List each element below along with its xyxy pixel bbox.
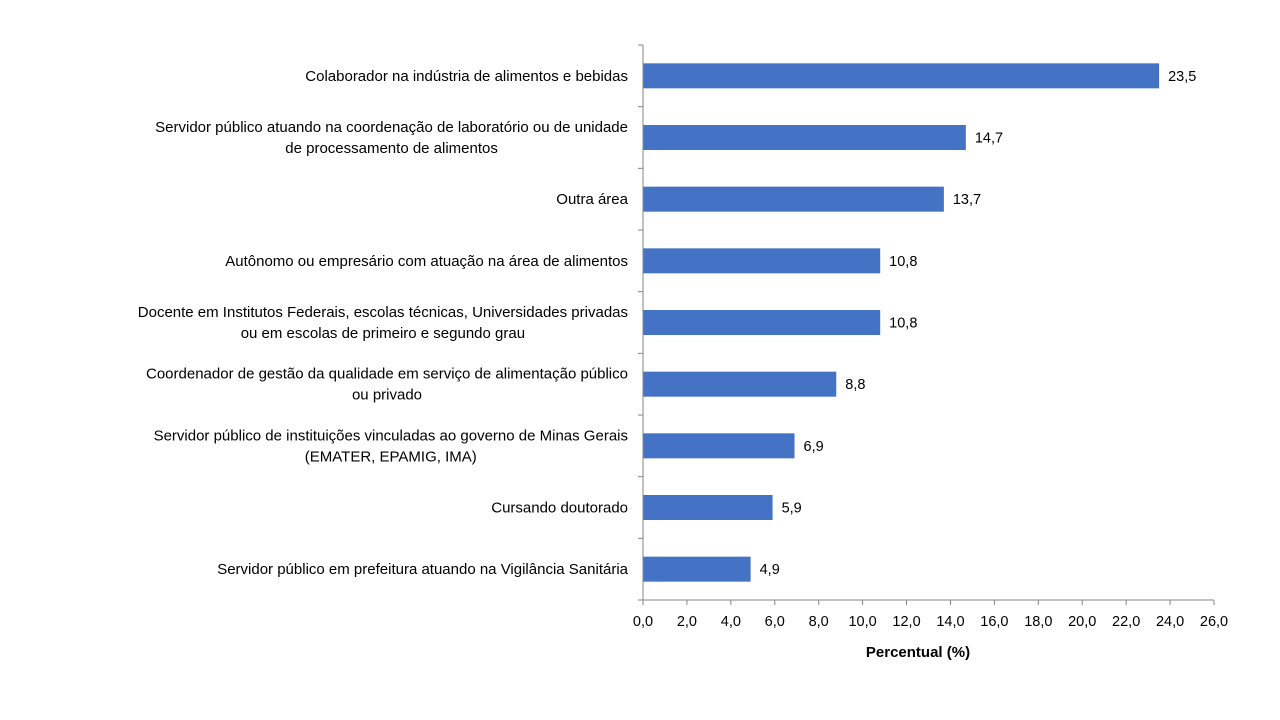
data-label: 8,8 — [845, 377, 865, 393]
x-tick-label: 4,0 — [721, 614, 741, 630]
bar — [643, 556, 751, 582]
x-tick-label: 24,0 — [1156, 614, 1184, 630]
category-label: Autônomo ou empresário com atuação na ár… — [225, 253, 628, 270]
bar — [643, 371, 837, 397]
x-tick-label: 10,0 — [848, 614, 876, 630]
x-tick-label: 0,0 — [633, 614, 653, 630]
category-label-line: Servidor público de instituições vincula… — [154, 427, 628, 444]
category-label: Servidor público em prefeitura atuando n… — [217, 561, 628, 578]
category-label-line: de processamento de alimentos — [285, 140, 498, 157]
category-label: Coordenador de gestão da qualidade em se… — [146, 366, 628, 404]
x-tick-label: 16,0 — [980, 614, 1008, 630]
category-label-line: Docente em Institutos Federais, escolas … — [138, 304, 628, 321]
bar — [643, 433, 795, 459]
category-label-line: Servidor público em prefeitura atuando n… — [217, 561, 628, 578]
category-label-line: Outra área — [556, 191, 628, 208]
data-label: 23,5 — [1168, 69, 1196, 85]
x-tick-label: 6,0 — [765, 614, 785, 630]
category-label-line: Autônomo ou empresário com atuação na ár… — [225, 253, 628, 270]
x-tick-label: 2,0 — [677, 614, 697, 630]
bar — [643, 248, 881, 274]
category-label-line: (EMATER, EPAMIG, IMA) — [305, 448, 477, 465]
category-label: Cursando doutorado — [491, 500, 628, 517]
x-tick-labels: 0,0 2,0 4,0 6,0 8,0 10,0 12,0 14,0 16,0 18,0 20,0 2… — [633, 614, 1228, 630]
data-label: 4,9 — [760, 562, 780, 578]
category-label-line: Colaborador na indústria de alimentos e … — [305, 68, 628, 85]
x-tick-label: 22,0 — [1112, 614, 1140, 630]
category-label-line: ou privado — [352, 387, 422, 404]
data-label: 13,7 — [953, 192, 981, 208]
bar — [643, 125, 966, 150]
bar — [643, 495, 773, 520]
x-tick-label: 26,0 — [1200, 614, 1228, 630]
data-label: 10,8 — [889, 316, 917, 332]
category-label: Servidor público de instituições vincula… — [154, 427, 628, 465]
category-label-line: Servidor público atuando na coordenação … — [155, 119, 628, 136]
data-label: 10,8 — [889, 254, 917, 270]
bar — [643, 186, 944, 212]
data-label: 5,9 — [782, 501, 802, 517]
data-labels: 23,5 14,7 13,7 10,8 10,8 8,8 6,9 5,9 4,9 — [760, 69, 1197, 578]
bar — [643, 310, 881, 335]
x-axis-title: Percentual (%) — [866, 644, 970, 661]
category-labels: Colaborador na indústria de alimentos e … — [138, 68, 629, 578]
category-label: Outra área — [556, 191, 628, 208]
data-label: 14,7 — [975, 131, 1003, 147]
data-label: 6,9 — [804, 439, 824, 455]
bars — [643, 63, 1160, 582]
category-label: Colaborador na indústria de alimentos e … — [305, 68, 628, 85]
bar — [643, 63, 1160, 89]
axes — [638, 44, 1215, 605]
x-tick-label: 18,0 — [1024, 614, 1052, 630]
category-label: Servidor público atuando na coordenação … — [155, 119, 628, 157]
category-label-line: Cursando doutorado — [491, 500, 628, 517]
category-label-line: ou em escolas de primeiro e segundo grau — [241, 325, 525, 342]
x-tick-label: 14,0 — [936, 614, 964, 630]
x-tick-label: 20,0 — [1068, 614, 1096, 630]
x-tick-label: 12,0 — [892, 614, 920, 630]
x-tick-label: 8,0 — [809, 614, 829, 630]
category-label-line: Coordenador de gestão da qualidade em se… — [146, 366, 628, 383]
category-label: Docente em Institutos Federais, escolas … — [138, 304, 628, 342]
